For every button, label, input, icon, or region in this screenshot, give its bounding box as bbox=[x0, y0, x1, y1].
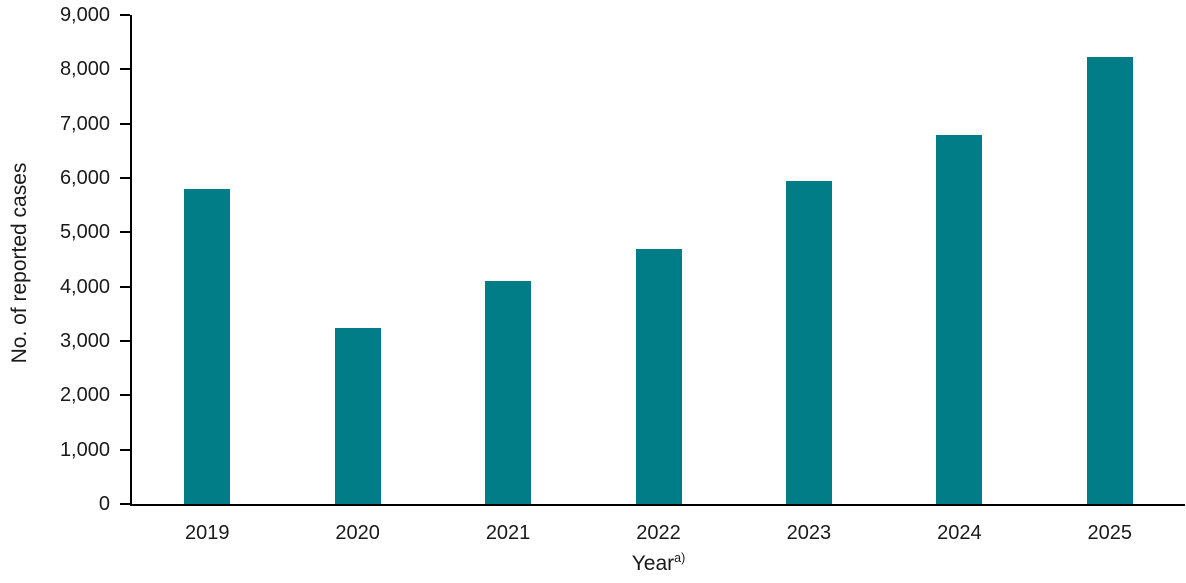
bar bbox=[485, 281, 532, 504]
y-tick-label: 1,000 bbox=[59, 438, 110, 461]
bar bbox=[936, 134, 983, 504]
y-tick-mark bbox=[120, 14, 130, 16]
bar bbox=[184, 188, 231, 504]
y-tick-mark bbox=[120, 122, 130, 125]
x-tick-label: 2019 bbox=[184, 522, 230, 544]
x-tick-label: 2021 bbox=[485, 522, 531, 544]
y-tick-label: 6,000 bbox=[59, 167, 110, 189]
y-tick-label: 4,000 bbox=[59, 275, 110, 298]
y-tick-mark bbox=[120, 394, 130, 397]
x-tick-label: 2020 bbox=[335, 522, 380, 544]
x-tick-label: 2025 bbox=[1087, 522, 1133, 544]
x-tick-label: 2022 bbox=[636, 522, 681, 544]
plot-area: 0 1,000 2,000 3,000 4,000 5,000 6,000 7,000 8,00… bbox=[60, 4, 1185, 544]
bar bbox=[1086, 56, 1133, 504]
y-tick-label: 5,000 bbox=[59, 221, 110, 244]
x-axis-title-text: Year bbox=[631, 552, 675, 575]
y-tick-mark bbox=[120, 231, 130, 234]
y-tick-label: 8,000 bbox=[59, 58, 110, 81]
y-tick-mark bbox=[120, 448, 130, 451]
y-tick-mark bbox=[120, 177, 130, 179]
x-axis-title: Yeara) bbox=[132, 551, 1185, 577]
y-tick-mark bbox=[120, 340, 130, 342]
bar bbox=[334, 327, 381, 504]
y-tick-mark bbox=[120, 285, 130, 288]
y-tick-label: 2,000 bbox=[59, 384, 110, 407]
y-tick-mark bbox=[120, 68, 130, 71]
y-tick-label: 7,000 bbox=[59, 112, 110, 135]
y-tick-mark bbox=[120, 503, 130, 505]
bar bbox=[785, 180, 832, 504]
bar bbox=[635, 248, 682, 504]
x-tick-label: 2023 bbox=[786, 522, 832, 544]
y-tick-label: 3,000 bbox=[59, 330, 110, 352]
y-tick-label: 9,000 bbox=[59, 4, 110, 26]
y-tick-label: 0 bbox=[98, 493, 110, 515]
x-tick-label: 2024 bbox=[937, 522, 982, 544]
x-axis-footnote-marker: a) bbox=[674, 551, 686, 565]
